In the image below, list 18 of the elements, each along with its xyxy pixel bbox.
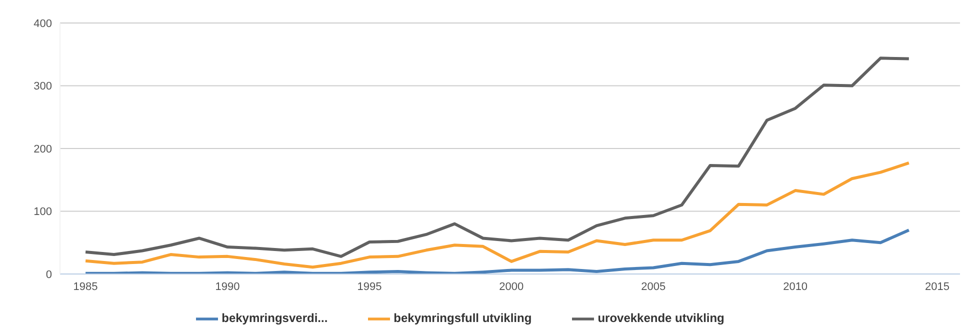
line-series [84, 56, 910, 258]
x-tick-label: 2000 [499, 280, 524, 293]
x-tick-label: 1990 [215, 280, 240, 293]
x-tick-label: 2015 [925, 280, 950, 293]
line-series [84, 161, 910, 269]
x-tick-label: 1995 [357, 280, 382, 293]
x-tick-label: 2005 [641, 280, 666, 293]
legend-label: bekymringsfull utvikling [394, 311, 532, 326]
y-tick-label: 100 [34, 206, 52, 218]
x-tick-label: 1985 [73, 280, 98, 293]
line-series [84, 228, 910, 274]
y-tick-label: 300 [34, 80, 52, 93]
y-tick-label: 400 [34, 18, 52, 30]
x-tick-label: 2010 [783, 280, 808, 293]
legend-label: bekymringsverdi... [222, 311, 328, 326]
y-tick-label: 200 [34, 143, 52, 156]
y-tick-label: 0 [46, 268, 52, 281]
legend-label: urovekkende utvikling [598, 311, 724, 326]
